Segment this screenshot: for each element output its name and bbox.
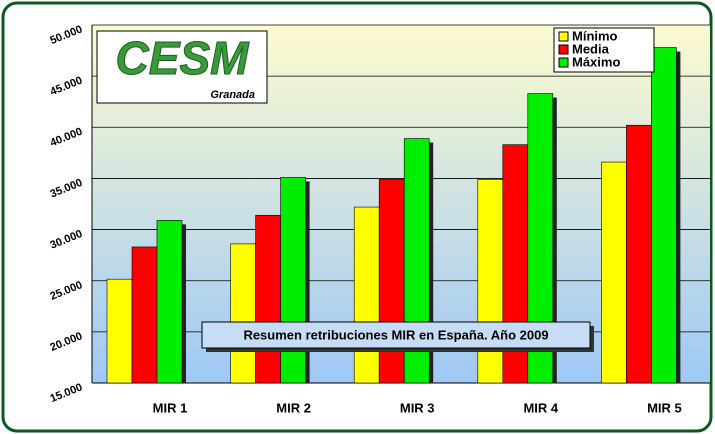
legend-label: Máximo <box>572 54 620 69</box>
logo: CESM Granada <box>96 30 268 104</box>
logo-text: CESM <box>116 32 251 84</box>
bar <box>280 177 306 384</box>
chart-title: Resumen retribuciones MIR en España. Año… <box>243 327 548 342</box>
bar <box>651 47 677 384</box>
bar <box>131 246 158 384</box>
x-tick-label: MIR 3 <box>400 400 435 415</box>
x-tick-label: MIR 1 <box>153 400 188 415</box>
title-box <box>201 321 591 349</box>
legend-swatch <box>558 57 569 68</box>
x-tick-label: MIR 5 <box>647 400 682 415</box>
legend-label: Mínimo <box>572 28 618 43</box>
legend-swatch <box>558 44 569 55</box>
bar <box>626 124 652 384</box>
legend-swatch <box>558 31 569 42</box>
bar <box>156 220 183 384</box>
x-tick-label: MIR 2 <box>276 400 311 415</box>
bar <box>601 161 627 384</box>
logo-subtext: Granada <box>210 89 255 101</box>
bar <box>378 179 405 384</box>
legend-label: Media <box>572 41 610 56</box>
bar <box>230 243 256 384</box>
bar <box>353 206 380 384</box>
bar <box>477 179 504 384</box>
bar <box>255 214 281 384</box>
x-tick-label: MIR 4 <box>523 400 558 415</box>
bar <box>106 278 133 384</box>
legend-box <box>553 27 655 73</box>
logo-box <box>96 30 268 104</box>
